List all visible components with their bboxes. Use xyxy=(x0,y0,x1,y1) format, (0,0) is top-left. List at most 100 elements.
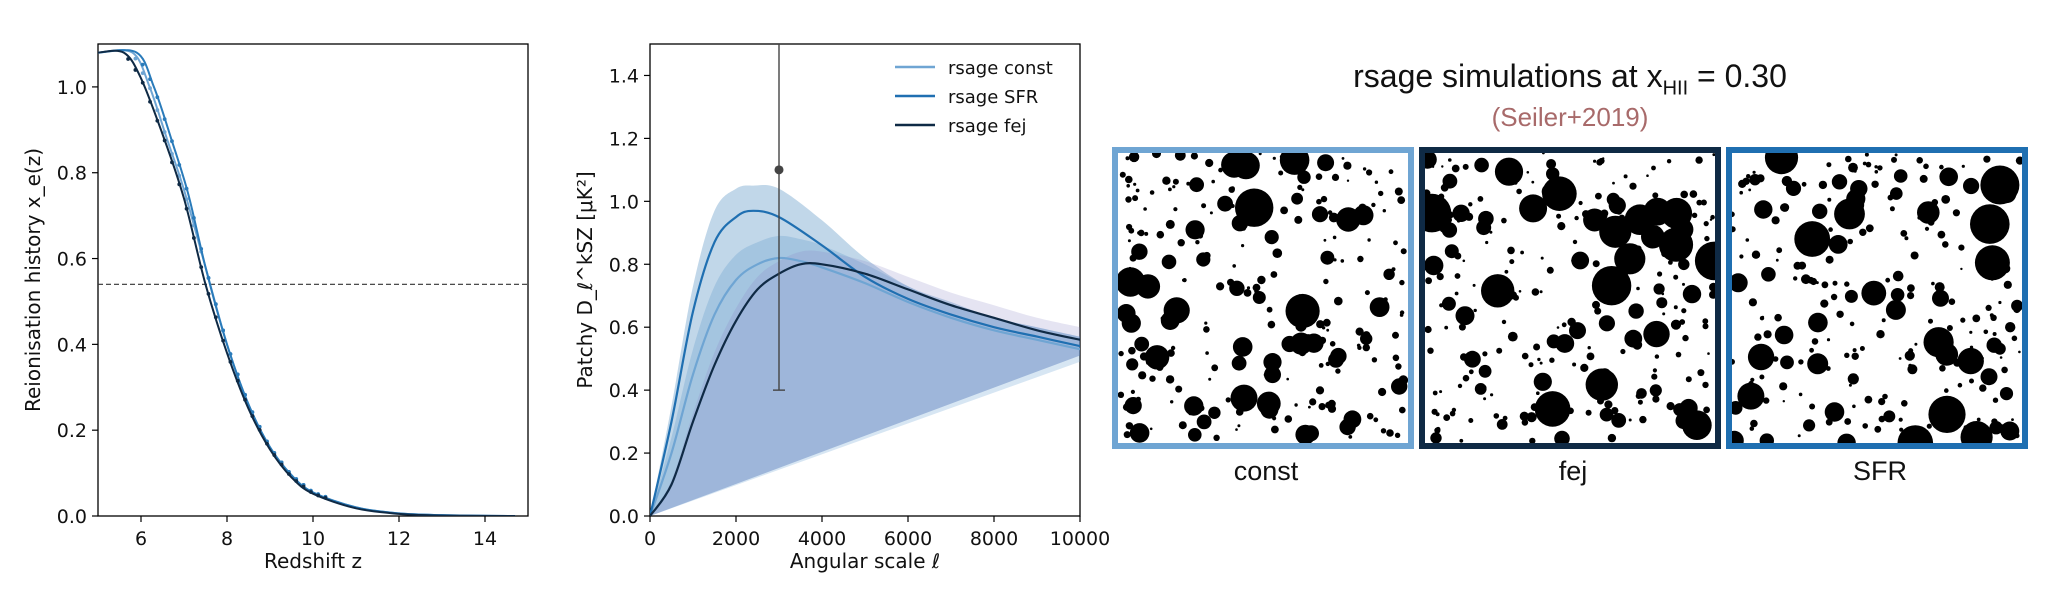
ionized-bubble xyxy=(1436,273,1444,281)
ionized-bubble xyxy=(2001,182,2005,186)
chart1-marker xyxy=(155,108,160,112)
ionized-bubble xyxy=(1614,243,1646,275)
ionized-bubble xyxy=(1452,204,1470,222)
ionized-bubble xyxy=(1908,363,1913,368)
ionized-bubble xyxy=(1826,338,1831,342)
chart1-ytick-label: 0.0 xyxy=(57,506,87,528)
chart2-series-0 xyxy=(650,256,1080,516)
ionized-bubble xyxy=(1826,162,1832,168)
ionized-bubble xyxy=(1604,400,1613,409)
chart1-marker xyxy=(221,338,226,343)
chart2-ytick-label: 1.0 xyxy=(609,191,639,213)
chart1-xtick-label: 12 xyxy=(387,528,411,550)
ionized-bubble xyxy=(1671,218,1694,241)
ionized-bubble xyxy=(1125,196,1132,203)
ionized-bubble xyxy=(1732,430,1744,443)
ionized-bubble xyxy=(1801,181,1807,187)
ionized-bubble xyxy=(1441,222,1458,238)
ionized-bubble xyxy=(1297,170,1311,184)
ionized-bubble xyxy=(1977,219,1980,223)
ionized-bubble xyxy=(1931,281,1935,286)
ionized-bubble xyxy=(1152,153,1161,159)
ionized-bubble xyxy=(1546,167,1560,181)
ionized-bubble xyxy=(1836,310,1844,318)
ionized-bubble xyxy=(1776,247,1783,254)
ionized-bubble xyxy=(1844,289,1858,303)
ionized-bubble xyxy=(1798,359,1804,365)
ionized-bubble xyxy=(1462,374,1470,382)
ionized-bubble xyxy=(1473,308,1477,313)
ionized-bubble xyxy=(1489,230,1493,234)
ionized-bubble xyxy=(1981,356,1984,360)
ionized-bubble xyxy=(1367,238,1371,242)
ionized-bubble xyxy=(1628,418,1632,422)
ionized-bubble xyxy=(1369,297,1390,317)
ionized-bubble xyxy=(1388,169,1394,175)
ionized-bubble xyxy=(1431,408,1438,415)
ionized-bubble xyxy=(1325,401,1333,409)
chart2-legend-label: rsage fej xyxy=(948,116,1026,137)
ionized-bubble xyxy=(1507,246,1515,255)
ionized-bubble xyxy=(1983,266,1988,270)
ionized-bubble xyxy=(1380,428,1387,434)
ionized-bubble xyxy=(1139,352,1149,361)
ionized-bubble xyxy=(1546,334,1561,349)
ionized-bubble xyxy=(1546,266,1554,274)
ionized-bubble xyxy=(1364,290,1370,296)
ionized-bubble xyxy=(1881,318,1886,323)
ionized-bubble xyxy=(1124,397,1142,415)
ionized-bubble xyxy=(1501,319,1507,325)
ionized-bubble xyxy=(1937,230,1946,239)
chart2-series-2 xyxy=(650,262,1080,516)
ionized-bubble xyxy=(1427,347,1434,354)
ionized-bubble xyxy=(1999,387,2014,401)
ionized-bubble xyxy=(1118,391,1125,398)
ionized-bubble xyxy=(1632,339,1643,350)
ionized-bubble xyxy=(1513,294,1519,301)
ionized-bubble xyxy=(1177,239,1185,247)
ionized-bubble xyxy=(1431,165,1435,168)
ionized-bubble xyxy=(1208,406,1221,419)
ionized-bubble xyxy=(1309,398,1317,406)
ionized-bubble xyxy=(1357,207,1364,214)
ionized-bubble xyxy=(1705,260,1715,272)
ionized-bubble xyxy=(1425,189,1431,198)
ionized-bubble xyxy=(1754,200,1773,219)
ionized-bubble xyxy=(1294,215,1303,224)
ionized-bubble xyxy=(1751,250,1761,259)
ionized-bubble xyxy=(1302,425,1319,442)
chart2-xlabel: Angular scale ℓ xyxy=(790,549,940,573)
ionized-bubble xyxy=(1501,217,1507,224)
ionized-bubble xyxy=(1366,412,1374,420)
ionized-bubble xyxy=(1919,174,1928,183)
ionized-bubble xyxy=(1357,255,1364,263)
ionized-bubble xyxy=(1567,407,1574,415)
ionized-bubble xyxy=(1341,157,1345,160)
ionized-bubble xyxy=(1990,277,1994,281)
ionized-bubble xyxy=(1137,229,1145,237)
ionized-bubble xyxy=(1942,241,1949,248)
ionized-bubble xyxy=(1571,251,1590,270)
ionized-bubble xyxy=(1662,312,1666,316)
ionized-bubble xyxy=(1444,325,1449,330)
ionized-bubble xyxy=(1332,235,1337,240)
ionized-bubble xyxy=(1596,383,1602,389)
ionized-bubble xyxy=(1318,403,1326,411)
ionized-bubble xyxy=(1901,400,1908,407)
ionized-bubble xyxy=(1315,173,1323,180)
ionized-bubble xyxy=(2000,263,2011,274)
ionized-bubble xyxy=(1914,342,1918,346)
chart2-xtick-label: 6000 xyxy=(884,528,932,550)
ionized-bubble xyxy=(1812,203,1828,219)
ionized-bubble xyxy=(1691,212,1698,218)
ionized-bubble xyxy=(1246,286,1251,290)
ionized-bubble xyxy=(1441,296,1456,311)
ionized-bubble xyxy=(1132,195,1139,202)
ionized-bubble xyxy=(1323,238,1327,242)
ionized-bubble xyxy=(1477,196,1484,202)
ionized-bubble xyxy=(1519,411,1529,421)
ionized-bubble xyxy=(1195,240,1200,245)
ionized-bubble xyxy=(1356,343,1361,348)
ionized-bubble xyxy=(1994,342,2006,355)
ionized-bubble xyxy=(1438,193,1445,200)
